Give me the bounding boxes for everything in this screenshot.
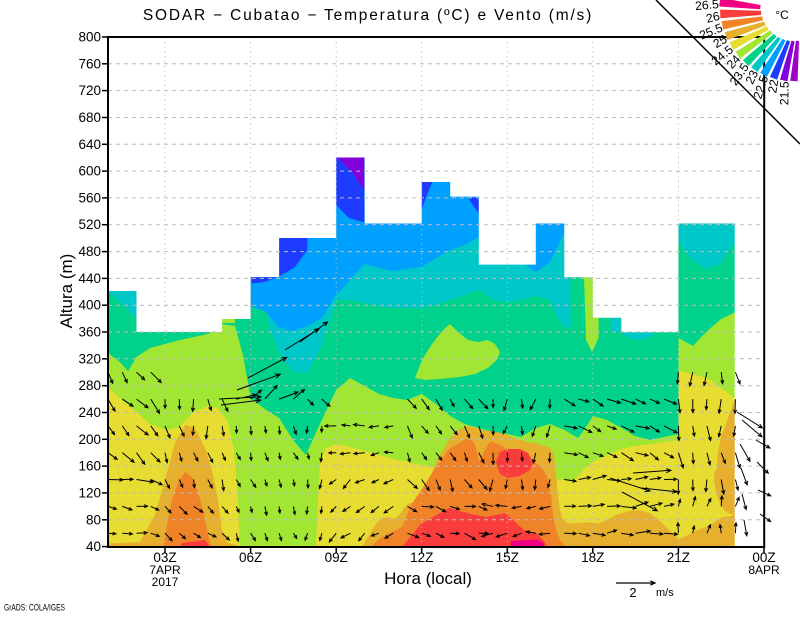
svg-text:80: 80 xyxy=(86,512,101,527)
svg-text:520: 520 xyxy=(78,217,101,232)
svg-text:SODAR − Cubatao − Temperat: SODAR − Cubatao − Temperatura (ºC) e Ven… xyxy=(143,7,593,24)
svg-text:720: 720 xyxy=(78,83,101,98)
svg-text:03Z: 03Z xyxy=(153,550,176,565)
svg-text:26: 26 xyxy=(705,9,722,26)
svg-text:21.5: 21.5 xyxy=(777,81,791,105)
svg-text:560: 560 xyxy=(78,190,101,205)
svg-text:22.5: 22.5 xyxy=(751,74,772,101)
svg-text:360: 360 xyxy=(78,325,101,340)
svg-text:00Z: 00Z xyxy=(752,550,775,565)
svg-text:25: 25 xyxy=(711,32,730,51)
svg-text:480: 480 xyxy=(78,244,101,259)
svg-text:680: 680 xyxy=(78,110,101,125)
svg-text:22: 22 xyxy=(765,78,781,94)
svg-text:640: 640 xyxy=(78,137,101,152)
svg-text:8APR: 8APR xyxy=(748,563,780,577)
svg-text:200: 200 xyxy=(78,432,101,447)
svg-text:120: 120 xyxy=(78,485,101,500)
svg-text:2017: 2017 xyxy=(152,575,179,589)
svg-text:GrADS: COLA/IGES: GrADS: COLA/IGES xyxy=(4,603,65,614)
svg-text:800: 800 xyxy=(78,30,101,45)
svg-text:440: 440 xyxy=(78,271,101,286)
svg-text:40: 40 xyxy=(86,539,101,554)
svg-text:2: 2 xyxy=(629,585,636,600)
svg-text:Altura (m): Altura (m) xyxy=(57,254,76,329)
svg-text:26.5: 26.5 xyxy=(694,0,719,13)
svg-text:09Z: 09Z xyxy=(325,550,348,565)
svg-text:21Z: 21Z xyxy=(667,550,690,565)
svg-text:400: 400 xyxy=(78,298,101,313)
svg-text:23: 23 xyxy=(743,68,762,87)
svg-text:°C: °C xyxy=(775,8,789,22)
svg-text:320: 320 xyxy=(78,351,101,366)
svg-text:7APR: 7APR xyxy=(149,563,181,577)
svg-text:Hora (local): Hora (local) xyxy=(384,569,472,588)
svg-text:12Z: 12Z xyxy=(410,550,433,565)
svg-text:06Z: 06Z xyxy=(239,550,262,565)
svg-text:280: 280 xyxy=(78,378,101,393)
svg-text:15Z: 15Z xyxy=(496,550,519,565)
svg-text:160: 160 xyxy=(78,459,101,474)
svg-text:m/s: m/s xyxy=(656,587,674,599)
svg-text:240: 240 xyxy=(78,405,101,420)
svg-text:18Z: 18Z xyxy=(581,550,604,565)
svg-text:600: 600 xyxy=(78,164,101,179)
svg-text:760: 760 xyxy=(78,56,101,71)
